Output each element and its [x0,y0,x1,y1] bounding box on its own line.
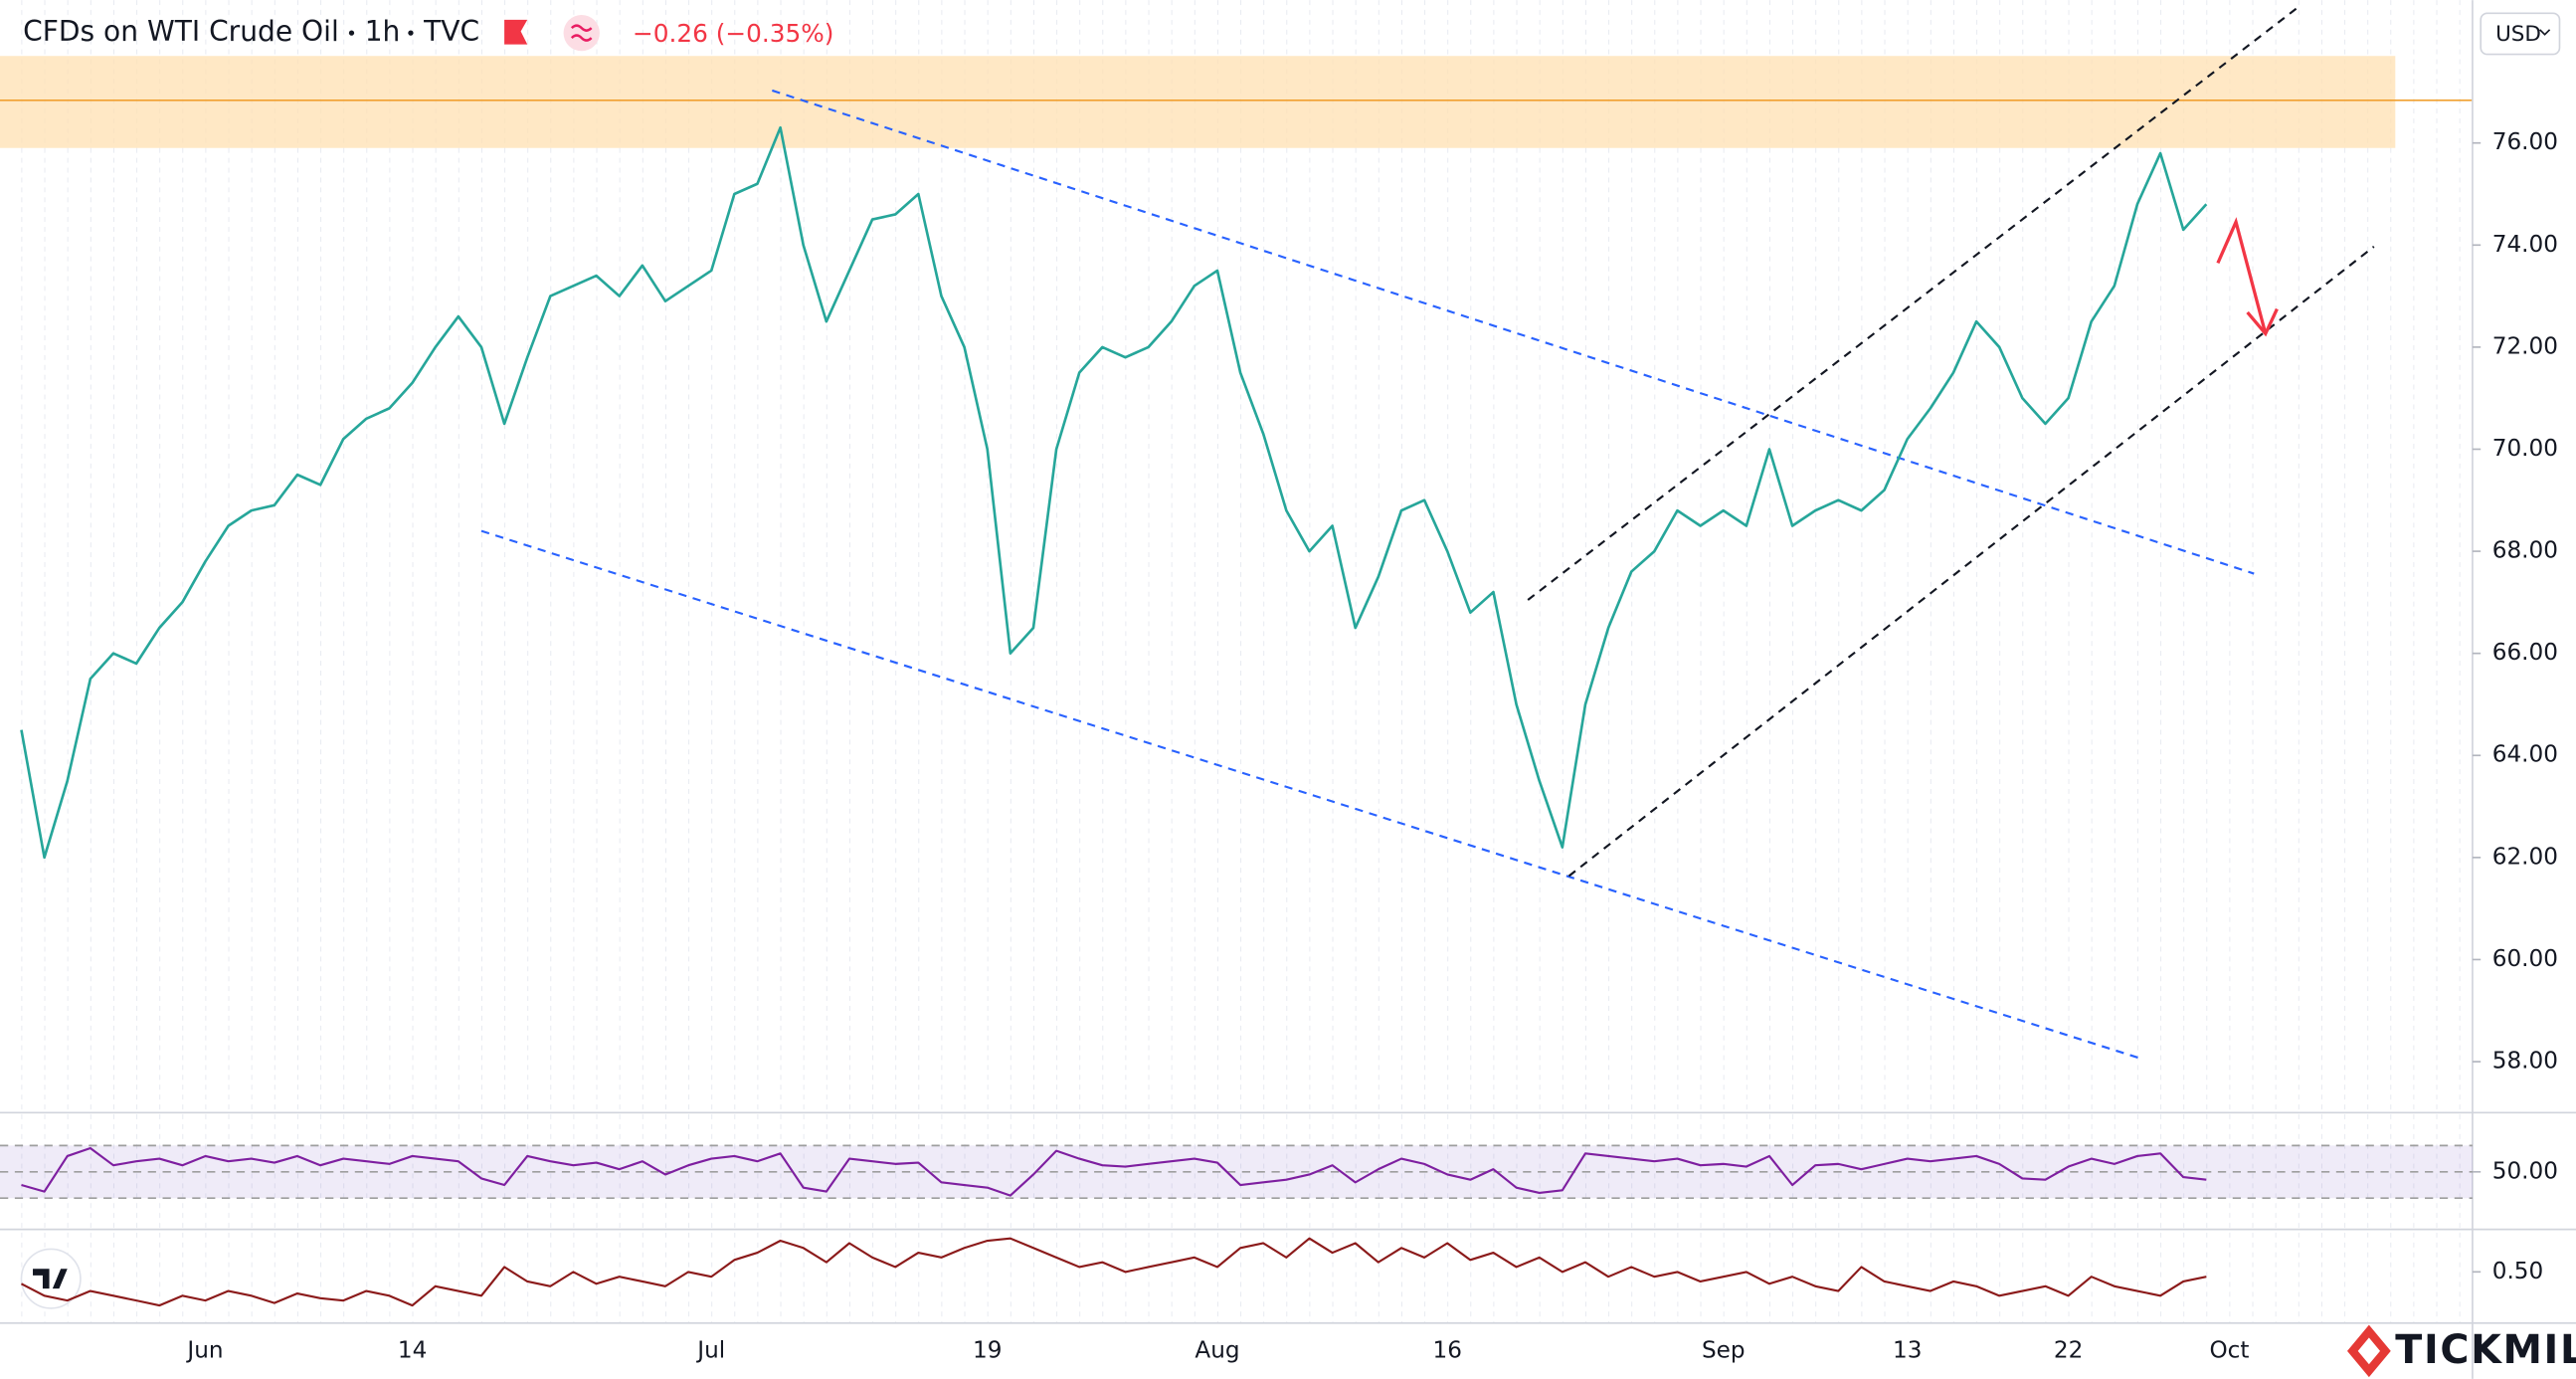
x-tick-label: 19 [973,1337,1002,1363]
interval: 1h [365,15,401,48]
y-tick-label: 50.00 [2492,1158,2558,1184]
price-change: −0.26 (−0.35%) [633,19,834,48]
y-tick-label: 62.00 [2492,844,2558,870]
brand-icon [2346,1324,2391,1378]
y-tick-label: 0.50 [2492,1259,2543,1284]
price-line [20,125,2208,860]
resistance-zone [0,56,2396,148]
separator [408,30,414,36]
y-tick-label: 70.00 [2492,436,2558,462]
indicator-icon [570,24,593,42]
chart-title: CFDs on WTI Crude Oil [23,15,339,48]
currency[interactable]: USD [2495,22,2541,47]
x-tick-label: 13 [1893,1337,1922,1363]
price-line [21,1146,2207,1197]
y-tick-label: 64.00 [2492,742,2558,768]
indicator-icon [563,14,600,52]
trend-line [480,529,2141,1060]
dropdown-caret[interactable] [2539,29,2551,36]
x-tick-label: 22 [2054,1337,2083,1363]
x-tick-label: Jul [695,1337,725,1363]
y-tick-label: 68.00 [2492,538,2558,564]
x-tick-label: Jun [185,1337,223,1363]
x-tick-label: Sep [1702,1337,1746,1363]
y-tick-label: 76.00 [2492,129,2558,155]
y-tick-label: 74.00 [2492,232,2558,258]
y-tick-label: 60.00 [2492,946,2558,972]
y-tick-label: 66.00 [2492,640,2558,666]
arrow-head [2246,307,2279,337]
vertical-grid [0,0,2473,1323]
x-tick-label: Aug [1195,1337,1239,1363]
source: TVC [423,15,479,48]
flag-icon [504,19,528,45]
y-tick-label: 58.00 [2492,1049,2558,1075]
x-tick-label: Oct [2209,1337,2249,1363]
x-tick-label: 14 [398,1337,427,1363]
plot-layer: Jun 14 Jul 19 Aug 16 Sep 13 22 Oct 58.00 60.00 62.00… [0,125,2558,1363]
tv-logo[interactable] [20,1248,82,1309]
tv-logo[interactable] [33,1269,68,1289]
brand: TICKMILL [2395,1327,2576,1373]
x-tick-label: 16 [1433,1337,1462,1363]
y-tick-label: 72.00 [2492,333,2558,359]
forecast-arrow [2216,217,2268,334]
price-line [20,1237,2207,1307]
currency-button[interactable] [2480,12,2561,56]
separator [348,30,355,36]
channel-line [1567,245,2375,878]
